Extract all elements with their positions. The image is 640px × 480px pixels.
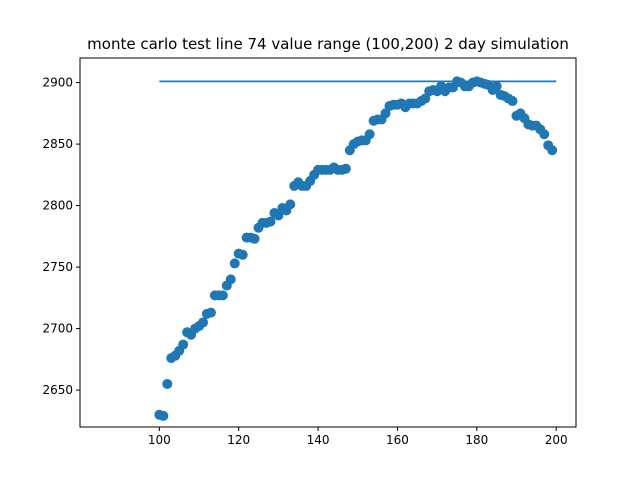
data-point <box>273 210 284 221</box>
y-tick-label: 2700 <box>42 322 73 336</box>
data-point <box>237 249 248 260</box>
data-point <box>380 108 391 119</box>
data-point <box>364 129 375 140</box>
y-tick-label: 2650 <box>42 383 73 397</box>
y-tick-label: 2850 <box>42 137 73 151</box>
data-point <box>265 216 276 227</box>
x-tick-label: 180 <box>465 433 488 447</box>
y-tick-label: 2900 <box>42 76 73 90</box>
axes-frame <box>79 57 577 428</box>
axes: 100 120 140 160 180 200 2650 2700 2750 2800 2850 29… <box>42 57 577 447</box>
plot-area <box>154 76 558 421</box>
data-point <box>205 307 216 318</box>
data-point <box>285 199 296 210</box>
x-tick-label: 200 <box>545 433 568 447</box>
data-point <box>340 163 351 174</box>
data-point <box>229 258 240 269</box>
y-tick-label: 2800 <box>42 199 73 213</box>
data-point <box>198 317 209 328</box>
data-point <box>249 233 260 244</box>
data-point <box>507 96 518 107</box>
data-point <box>547 145 558 156</box>
y-tick-label: 2750 <box>42 260 73 274</box>
data-point <box>178 339 189 350</box>
data-point <box>162 378 173 389</box>
data-point <box>539 129 550 140</box>
data-point <box>225 274 236 285</box>
data-point <box>158 410 169 421</box>
x-tick-label: 140 <box>307 433 330 447</box>
data-point <box>217 290 228 301</box>
data-point <box>491 81 502 92</box>
x-tick-label: 160 <box>386 433 409 447</box>
data-point <box>420 93 431 104</box>
chart-title: monte carlo test line 74 value range (10… <box>87 35 569 53</box>
x-tick-label: 120 <box>227 433 250 447</box>
x-tick-label: 100 <box>148 433 171 447</box>
